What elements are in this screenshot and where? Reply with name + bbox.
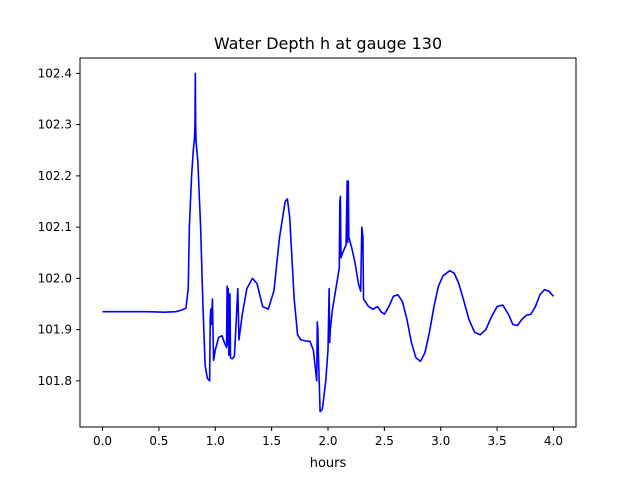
series-line-0 (102, 72, 555, 413)
x-tick-label: 0.5 (149, 434, 168, 448)
x-axis-label: hours (310, 456, 347, 471)
plot-area (102, 72, 555, 413)
x-tick-label: 1.0 (206, 434, 225, 448)
y-tick-label: 101.8 (38, 374, 72, 388)
x-tick-label: 2.0 (318, 434, 337, 448)
y-tick-label: 102.4 (38, 66, 72, 80)
y-axis: 101.8 101.9 102.0 102.1 102.2 102.3 102.4 (38, 66, 80, 388)
y-tick-label: 102.0 (38, 271, 72, 285)
y-tick-label: 102.3 (38, 118, 72, 132)
y-tick-label: 102.1 (38, 220, 72, 234)
x-tick-label: 0.0 (93, 434, 112, 448)
axes-frame (79, 57, 577, 428)
x-tick-label: 4.0 (544, 434, 563, 448)
y-tick-label: 102.2 (38, 169, 72, 183)
x-axis: 0.0 0.5 1.0 1.5 2.0 2.5 3.0 3.5 4.0 (93, 427, 563, 448)
y-tick-label: 101.9 (38, 323, 72, 337)
x-tick-label: 3.5 (488, 434, 507, 448)
chart-title: Water Depth h at gauge 130 (214, 34, 442, 53)
x-tick-label: 3.0 (431, 434, 450, 448)
x-tick-label: 2.5 (375, 434, 394, 448)
x-tick-label: 1.5 (262, 434, 281, 448)
